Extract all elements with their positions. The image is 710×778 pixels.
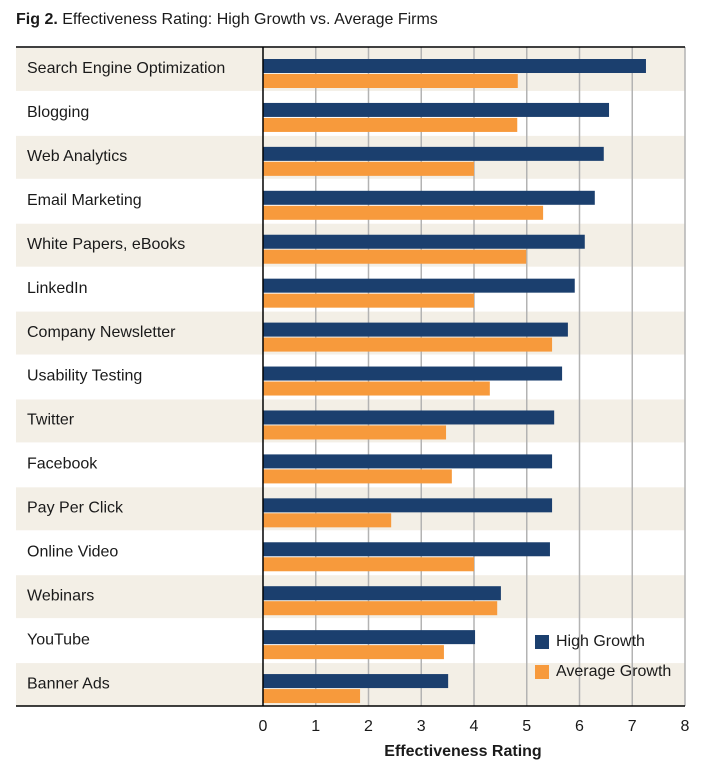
- y-tick-label: Company Newsletter: [27, 324, 176, 341]
- y-tick-label: Search Engine Optimization: [27, 60, 225, 77]
- bar: [263, 674, 449, 689]
- bar: [263, 322, 568, 337]
- x-tick-label: 8: [681, 718, 690, 735]
- bar: [263, 249, 527, 264]
- bar: [263, 410, 555, 425]
- bar: [263, 689, 361, 704]
- bar: [263, 190, 595, 205]
- bar: [263, 293, 474, 308]
- x-tick-label: 6: [575, 718, 584, 735]
- bar: [263, 498, 553, 513]
- figure-label: Fig 2.: [16, 11, 58, 28]
- legend-label: Average Growth: [556, 663, 671, 680]
- x-tick-label: 3: [417, 718, 426, 735]
- bar: [263, 366, 563, 381]
- x-tick-label: 5: [522, 718, 531, 735]
- y-tick-label: Webinars: [27, 587, 94, 604]
- y-tick-label: Web Analytics: [27, 148, 127, 165]
- bar: [263, 542, 550, 557]
- bar: [263, 469, 452, 484]
- bar: [263, 161, 474, 176]
- y-tick-label: YouTube: [27, 631, 90, 648]
- bar: [263, 117, 518, 132]
- y-tick-label: Usability Testing: [27, 368, 142, 385]
- bar: [263, 146, 604, 161]
- bar: [263, 381, 490, 396]
- bar: [263, 601, 498, 616]
- bar: [263, 645, 444, 660]
- legend-label: High Growth: [556, 633, 645, 650]
- y-tick-label: Banner Ads: [27, 675, 110, 692]
- bar: [263, 234, 585, 249]
- bar: [263, 454, 553, 469]
- legend-swatch: [535, 665, 549, 679]
- x-axis-label: Effectiveness Rating: [384, 743, 541, 760]
- bar: [263, 586, 501, 601]
- bar: [263, 205, 544, 220]
- legend-swatch: [535, 635, 549, 649]
- y-tick-label: Pay Per Click: [27, 500, 124, 517]
- bar: [263, 74, 518, 88]
- bar: [263, 337, 553, 352]
- y-tick-label: Twitter: [27, 412, 75, 429]
- x-tick-label: 7: [628, 718, 637, 735]
- bar: [263, 59, 646, 73]
- bar: [263, 513, 392, 528]
- x-tick-label: 2: [364, 718, 373, 735]
- bar: [263, 630, 476, 645]
- y-tick-label: Email Marketing: [27, 192, 142, 209]
- y-tick-label: White Papers, eBooks: [27, 236, 185, 253]
- y-tick-label: LinkedIn: [27, 280, 88, 297]
- x-tick-label: 4: [470, 718, 479, 735]
- x-tick-label: 0: [259, 718, 268, 735]
- y-tick-label: Blogging: [27, 104, 89, 121]
- x-tick-label: 1: [311, 718, 320, 735]
- y-tick-label: Facebook: [27, 456, 98, 473]
- chart-title: Fig 2. Effectiveness Rating: High Growth…: [16, 11, 438, 28]
- y-tick-label: Online Video: [27, 543, 118, 560]
- title-text: Effectiveness Rating: High Growth vs. Av…: [62, 11, 438, 28]
- bar: [263, 278, 575, 293]
- bar: [263, 425, 447, 440]
- bar: [263, 557, 474, 572]
- bar: [263, 102, 610, 117]
